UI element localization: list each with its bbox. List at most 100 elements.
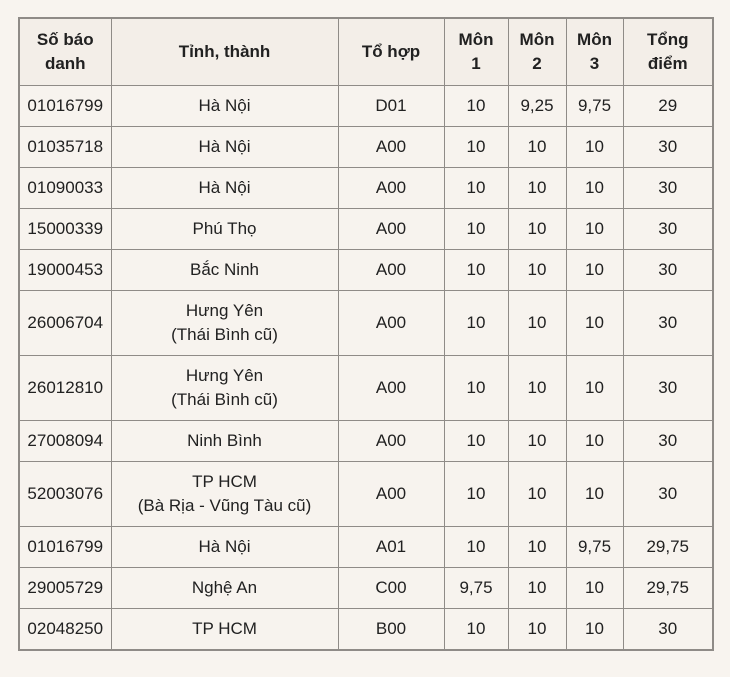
cell-score3: 10 — [565, 167, 624, 209]
score-table-body: 01016799 Hà Nội D01 10 9,25 9,75 29 01035718 Hà … — [18, 85, 714, 651]
province-name: Hưng Yên — [185, 301, 264, 320]
cell-candidate-id: 15000339 — [18, 208, 112, 250]
province-name: Hà Nội — [198, 137, 251, 156]
cell-combination: A01 — [337, 526, 445, 568]
province-name: Phú Thọ — [192, 219, 257, 238]
cell-score1: 10 — [443, 290, 509, 356]
header-score2: Môn 2 — [507, 17, 567, 86]
cell-province: Hà Nội — [110, 85, 339, 127]
cell-combination: C00 — [337, 567, 445, 609]
province-note: (Thái Bình cũ) — [171, 325, 278, 344]
header-score3: Môn 3 — [565, 17, 624, 86]
table-row: 02048250 TP HCM B00 10 10 10 30 — [18, 608, 714, 651]
header-score1: Môn 1 — [443, 17, 509, 86]
cell-score2: 10 — [507, 290, 567, 356]
header-province: Tỉnh, thành — [110, 17, 339, 86]
cell-combination: A00 — [337, 167, 445, 209]
cell-score3: 10 — [565, 355, 624, 421]
cell-combination: B00 — [337, 608, 445, 651]
cell-score1: 10 — [443, 355, 509, 421]
cell-candidate-id: 19000453 — [18, 249, 112, 291]
cell-candidate-id: 02048250 — [18, 608, 112, 651]
cell-total: 30 — [622, 461, 714, 527]
cell-score2: 10 — [507, 461, 567, 527]
cell-combination: A00 — [337, 420, 445, 462]
cell-candidate-id: 01090033 — [18, 167, 112, 209]
cell-province: Hà Nội — [110, 526, 339, 568]
cell-score3: 9,75 — [565, 526, 624, 568]
cell-province: Nghệ An — [110, 567, 339, 609]
province-name: Hà Nội — [198, 178, 251, 197]
cell-score2: 10 — [507, 526, 567, 568]
cell-combination: A00 — [337, 355, 445, 421]
cell-candidate-id: 27008094 — [18, 420, 112, 462]
province-name: Nghệ An — [191, 578, 258, 597]
cell-score1: 10 — [443, 126, 509, 168]
cell-score2: 10 — [507, 167, 567, 209]
cell-candidate-id: 01035718 — [18, 126, 112, 168]
cell-score1: 10 — [443, 85, 509, 127]
province-name: Hưng Yên — [185, 366, 264, 385]
cell-score2: 10 — [507, 126, 567, 168]
cell-score2: 9,25 — [507, 85, 567, 127]
cell-score2: 10 — [507, 208, 567, 250]
cell-score3: 10 — [565, 126, 624, 168]
cell-score2: 10 — [507, 608, 567, 651]
cell-score3: 9,75 — [565, 85, 624, 127]
cell-score1: 10 — [443, 461, 509, 527]
cell-score3: 10 — [565, 208, 624, 250]
table-row: 01035718 Hà Nội A00 10 10 10 30 — [18, 126, 714, 168]
table-row: 29005729 Nghệ An C00 9,75 10 10 29,75 — [18, 567, 714, 609]
cell-combination: A00 — [337, 126, 445, 168]
cell-score3: 10 — [565, 567, 624, 609]
cell-total: 30 — [622, 167, 714, 209]
cell-province: Hà Nội — [110, 126, 339, 168]
cell-score1: 10 — [443, 249, 509, 291]
cell-total: 29,75 — [622, 526, 714, 568]
score-table-header: Số báo danh Tỉnh, thành Tổ hợp Môn 1 Môn… — [18, 17, 714, 86]
cell-province: Phú Thọ — [110, 208, 339, 250]
cell-candidate-id: 26006704 — [18, 290, 112, 356]
cell-province: Ninh Bình — [110, 420, 339, 462]
cell-candidate-id: 26012810 — [18, 355, 112, 421]
cell-combination: D01 — [337, 85, 445, 127]
cell-score3: 10 — [565, 608, 624, 651]
table-row: 26006704 Hưng Yên (Thái Bình cũ) A00 10 10 10 3… — [18, 290, 714, 356]
cell-province: Bắc Ninh — [110, 249, 339, 291]
cell-combination: A00 — [337, 249, 445, 291]
cell-combination: A00 — [337, 461, 445, 527]
cell-total: 30 — [622, 420, 714, 462]
province-name: Hà Nội — [198, 96, 251, 115]
header-combination: Tổ hợp — [337, 17, 445, 86]
cell-province: TP HCM (Bà Rịa - Vũng Tàu cũ) — [110, 461, 339, 527]
header-total: Tổng điểm — [622, 17, 714, 86]
header-row: Số báo danh Tỉnh, thành Tổ hợp Môn 1 Môn… — [18, 17, 714, 86]
cell-total: 30 — [622, 249, 714, 291]
cell-score1: 10 — [443, 167, 509, 209]
table-row: 15000339 Phú Thọ A00 10 10 10 30 — [18, 208, 714, 250]
cell-total: 29,75 — [622, 567, 714, 609]
table-row: 27008094 Ninh Bình A00 10 10 10 30 — [18, 420, 714, 462]
cell-score1: 9,75 — [443, 567, 509, 609]
province-name: TP HCM — [192, 472, 257, 491]
cell-total: 29 — [622, 85, 714, 127]
cell-score2: 10 — [507, 420, 567, 462]
cell-score3: 10 — [565, 420, 624, 462]
cell-total: 30 — [622, 290, 714, 356]
cell-score2: 10 — [507, 249, 567, 291]
cell-candidate-id: 29005729 — [18, 567, 112, 609]
header-candidate-id: Số báo danh — [18, 17, 112, 86]
cell-candidate-id: 01016799 — [18, 85, 112, 127]
cell-score3: 10 — [565, 290, 624, 356]
table-row: 01016799 Hà Nội D01 10 9,25 9,75 29 — [18, 85, 714, 127]
province-name: Ninh Bình — [187, 431, 262, 450]
cell-total: 30 — [622, 126, 714, 168]
province-name: TP HCM — [192, 619, 257, 638]
cell-province: Hưng Yên (Thái Bình cũ) — [110, 355, 339, 421]
cell-candidate-id: 52003076 — [18, 461, 112, 527]
province-name: Hà Nội — [198, 537, 251, 556]
cell-combination: A00 — [337, 208, 445, 250]
table-row: 01090033 Hà Nội A00 10 10 10 30 — [18, 167, 714, 209]
cell-score2: 10 — [507, 567, 567, 609]
